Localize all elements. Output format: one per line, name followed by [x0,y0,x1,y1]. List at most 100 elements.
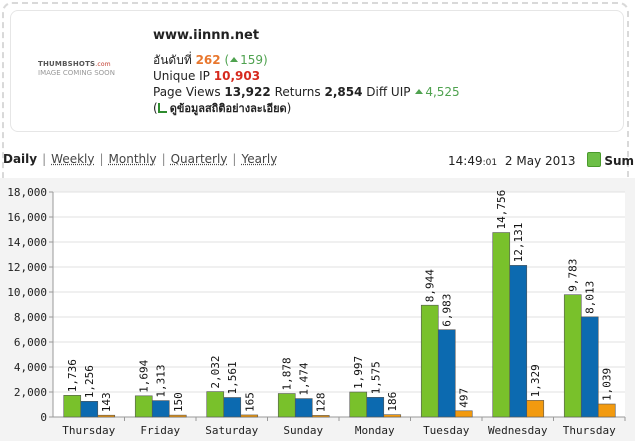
unique-ip-row: Unique IP 10,903 [153,68,460,84]
y-tick-label: 4,000 [14,361,47,374]
tab-daily[interactable]: Daily [3,152,38,166]
up-arrow-icon [230,57,239,62]
site-thumbnail[interactable]: THUMBSHOTS.com IMAGE COMING SOON [38,60,128,77]
up-arrow-icon [415,89,424,94]
period-tabs: Daily | Weekly | Monthly | Quarterly | Yearly [3,152,277,166]
site-url[interactable]: www.iinnn.net [153,28,260,43]
bar [80,401,99,418]
page-views-label: Page Views [153,85,221,99]
detail-close-paren: ) [286,101,292,115]
data-label: 1,736 [66,359,79,392]
bar [151,400,170,418]
x-tick-label: Saturday [205,424,258,437]
tab-yearly[interactable]: Yearly [241,152,278,166]
x-tick-label: Tuesday [423,424,470,437]
thumb-placeholder-text: IMAGE COMING SOON [38,69,115,77]
data-label: 1,694 [138,359,151,392]
x-tick-label: Thursday [563,424,616,437]
data-label: 1,575 [369,361,382,394]
x-tick-label: Friday [140,424,180,437]
x-tick-label: Wednesday [488,424,548,437]
detail-row: ( ดูข้อมูลสถิติอย่างละเอียด) [153,100,460,117]
date-display: 2 May 2013 [504,154,576,168]
bar [597,403,616,418]
bar [294,398,313,418]
x-tick-label: Monday [355,424,395,437]
diff-uip-value: 4,525 [425,85,460,99]
rank-change: 159 [240,53,264,67]
tab-quarterly[interactable]: Quarterly [170,152,228,166]
unique-ip-value: 10,903 [213,69,261,83]
y-tick-label: 16,000 [7,211,47,224]
data-label: 2,032 [209,355,222,388]
site-stats: www.iinnn.net อันดับที่ 262 (159) Unique… [153,28,460,117]
y-tick-label: 6,000 [14,336,47,349]
y-tick-label: 18,000 [7,186,47,199]
tab-separator: | [161,152,166,166]
y-tick-label: 12,000 [7,261,47,274]
x-tick-label: Sunday [283,424,323,437]
summary-link[interactable]: Summar [604,154,635,168]
bar [580,316,599,418]
bar [383,414,402,418]
data-label: 1,039 [601,368,614,401]
bar [454,410,473,418]
data-label: 1,878 [281,357,294,390]
detail-stats-link[interactable]: ดูข้อมูลสถิติอย่างละเอียด [169,102,287,115]
returns-label: Returns [274,85,321,99]
returns-value: 2,854 [324,85,363,99]
data-label: 1,997 [352,356,365,389]
bar [277,393,296,418]
tab-monthly[interactable]: Monthly [108,152,157,166]
bar [509,265,528,418]
data-label: 14,756 [495,190,508,230]
rank-row: อันดับที่ 262 (159) [153,53,268,67]
bar [168,414,187,418]
data-label: 128 [315,393,328,413]
data-label: 1,474 [298,362,311,395]
data-label: 9,783 [567,259,580,292]
data-label: 1,256 [83,365,96,398]
page-views-value: 13,922 [224,85,271,99]
bar [311,415,330,418]
x-tick-label: Thursday [62,424,115,437]
data-label: 1,561 [226,361,239,394]
bar [420,304,439,418]
bar-chart: 0 2,000 4,000 6,000 8,000 10,000 12,000 14,000 1… [7,186,626,437]
data-label: 165 [243,392,256,412]
tab-separator: | [232,152,237,166]
bar [223,397,242,418]
tab-separator: | [42,152,47,166]
thumbshots-logo: THUMBSHOTS.com [38,60,111,68]
page-views-row: Page Views 13,922 Returns 2,854 Diff UIP… [153,84,460,100]
plot-background [53,192,625,417]
tab-weekly[interactable]: Weekly [51,152,95,166]
bar [526,400,545,418]
detail-open-paren: ( [153,101,158,115]
bar [134,395,153,418]
rank-label: อันดับที่ [153,53,192,67]
bar [97,414,116,418]
site-info-card [10,10,624,132]
unique-ip-label: Unique IP [153,69,210,83]
data-label: 1,313 [155,364,168,397]
data-label: 150 [172,392,185,412]
bar [240,414,259,418]
data-label: 8,013 [584,281,597,314]
y-tick-label: 14,000 [7,236,47,249]
y-tick-label: 2,000 [14,386,47,399]
data-label: 143 [100,392,113,412]
summary-icon[interactable] [587,152,602,167]
data-label: 186 [386,392,399,412]
data-label: 497 [458,388,471,408]
bar [563,294,582,418]
y-tick-label: 0 [40,411,47,424]
chart-icon [157,103,167,113]
bar [492,232,511,418]
y-tick-label: 8,000 [14,311,47,324]
bar [206,391,225,418]
data-label: 8,944 [424,269,437,302]
time-display: 14:49 [448,154,483,168]
rank-value: 262 [195,53,221,67]
data-label: 1,329 [529,364,542,397]
